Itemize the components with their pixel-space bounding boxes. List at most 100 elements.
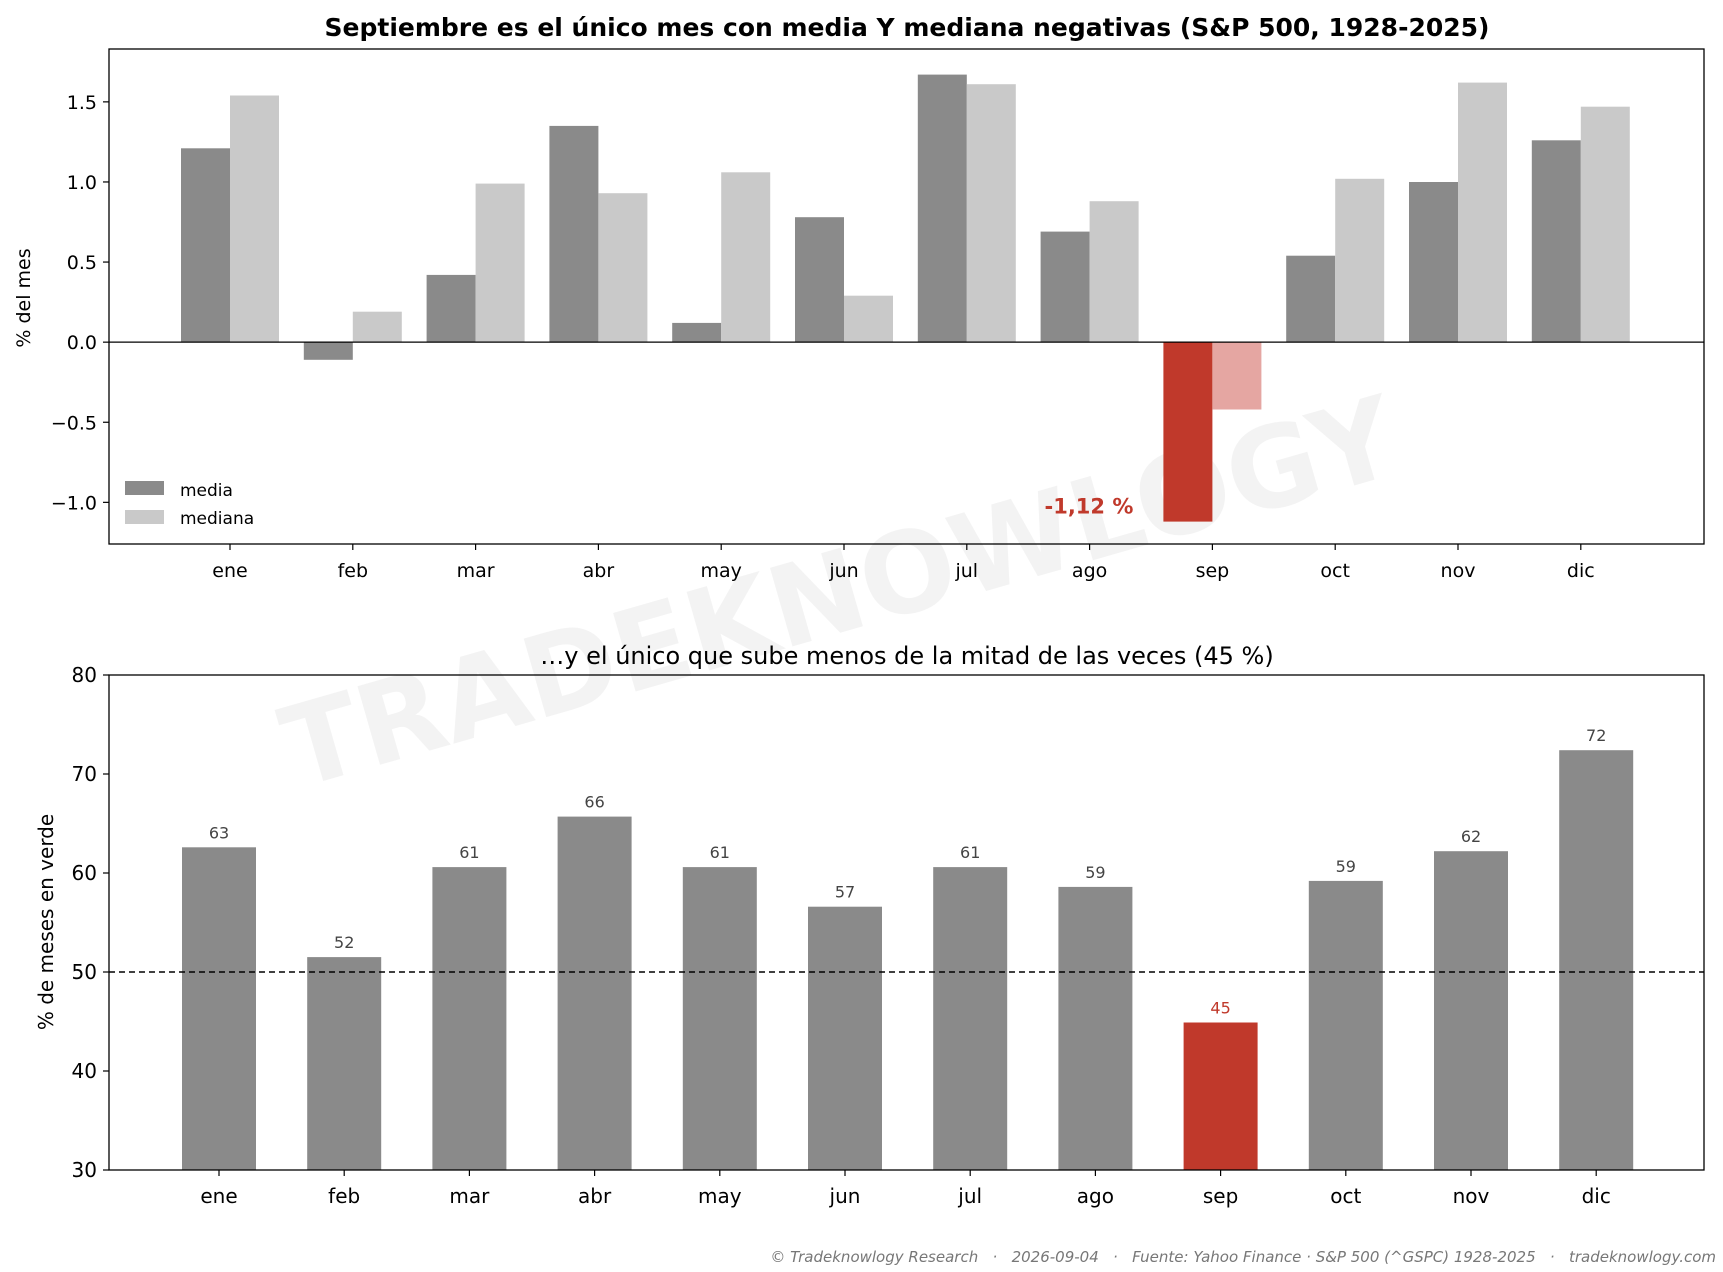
xtick-label-jun: jun [829,1184,861,1208]
bar-verde-jun [808,906,882,1170]
legend-label-media: media [180,481,233,501]
bottom-data-labels: 63 52 61 66 61 57 61 59 45 59 62 72 [209,726,1607,1017]
top-plot-frame [108,48,1705,545]
xtick-label-jun: jun [828,560,858,582]
xtick-label-may: may [700,560,741,582]
bar-mediana-sep [1212,342,1262,410]
legend-swatch-media [125,481,164,495]
xtick-label-mar: mar [457,560,495,582]
xtick-label-jul: jul [957,1184,982,1208]
bar-media-dic [1531,140,1581,343]
bar-mediana-ene [230,95,279,343]
xtick-label-may: may [698,1184,742,1208]
ytick-label: 30 [72,1158,97,1182]
bar-media-sep [1163,342,1213,522]
top-chart: Septiembre es el único mes con media Y m… [13,13,1705,582]
data-label-ago: 59 [1085,863,1105,882]
bar-mediana-ago [1089,201,1139,343]
bar-mediana-abr [598,193,648,343]
bar-verde-jul [933,867,1008,1170]
bar-mediana-jul [966,84,1016,343]
bar-media-jul [917,74,967,343]
data-label-ene: 63 [209,823,229,842]
bottom-plot-frame [108,674,1705,1171]
data-label-nov: 62 [1461,827,1481,846]
ytick-label: −1.0 [51,492,97,514]
bar-mediana-dic [1580,106,1630,343]
bottom-xticks: ene feb mar abr may jun jul ago sep oct nov dic [200,1170,1611,1208]
ytick-label: 0.0 [67,332,97,354]
bar-media-jun [795,217,844,343]
ytick-label: 50 [72,960,97,984]
bar-mediana-mar [475,183,525,343]
bar-media-feb [303,342,353,360]
bar-verde-mar [432,867,507,1170]
xtick-label-ago: ago [1072,560,1107,582]
ytick-label: 80 [72,663,97,687]
data-label-may: 61 [710,843,730,862]
top-yticks: −1.0 −0.5 0.0 0.5 1.0 1.5 [51,92,109,514]
bar-mediana-oct [1335,178,1385,343]
bottom-chart-title: …y el único que sube menos de la mitad d… [540,642,1273,670]
bar-media-may [672,322,722,343]
legend-swatch-mediana [125,510,164,524]
data-label-jul: 61 [960,843,980,862]
data-label-mar: 61 [459,843,479,862]
xtick-label-ago: ago [1077,1184,1114,1208]
ytick-label: −0.5 [51,412,97,434]
xtick-label-dic: dic [1582,1184,1611,1208]
xtick-label-feb: feb [338,560,368,582]
data-label-oct: 59 [1336,857,1356,876]
bar-mediana-nov [1458,82,1507,343]
bar-verde-oct [1308,880,1383,1170]
bar-media-ago [1040,231,1090,343]
ytick-label: 70 [72,762,97,786]
xtick-label-dic: dic [1567,560,1595,582]
top-annotation: -1,12 % [1045,495,1134,519]
legend: media mediana [125,481,254,529]
bar-media-abr [549,125,599,343]
data-label-dic: 72 [1586,726,1606,745]
ytick-label: 60 [72,861,97,885]
xtick-label-jul: jul [954,560,978,582]
bottom-bars [182,750,1634,1170]
top-chart-ylabel: % del mes [13,248,35,347]
data-label-sep: 45 [1210,999,1230,1018]
bar-verde-may [682,867,757,1170]
xtick-label-sep: sep [1203,1184,1238,1208]
top-chart-title: Septiembre es el único mes con media Y m… [325,13,1490,42]
data-label-abr: 66 [584,793,604,812]
bar-mediana-jun [844,295,893,343]
bar-verde-ene [182,847,256,1170]
xtick-label-abr: abr [578,1184,612,1208]
bar-media-nov [1409,182,1458,343]
bar-verde-abr [557,816,632,1170]
bar-verde-nov [1434,851,1508,1170]
bar-media-oct [1286,255,1336,343]
xtick-label-mar: mar [449,1184,490,1208]
bar-verde-sep [1183,1022,1258,1170]
xtick-label-ene: ene [200,1184,237,1208]
xtick-label-ene: ene [212,560,247,582]
xtick-label-nov: nov [1453,1184,1490,1208]
bar-verde-ago [1058,886,1133,1170]
xtick-label-nov: nov [1441,560,1476,582]
xtick-label-abr: abr [583,560,615,582]
bar-verde-feb [307,957,382,1170]
xtick-label-oct: oct [1330,1184,1361,1208]
footer: © Tradeknowlogy Research · 2026-09-04 · … [770,1248,1716,1266]
bar-media-ene [181,148,230,343]
top-bars [181,74,1630,522]
data-label-jun: 57 [835,883,855,902]
xtick-label-oct: oct [1320,560,1350,582]
watermark: TRADEKNOWLOGY [268,372,1412,815]
data-label-feb: 52 [334,933,354,952]
ytick-label: 0.5 [67,252,97,274]
ytick-label: 1.0 [67,172,97,194]
top-xticks: ene feb mar abr may jun jul ago sep oct nov dic [212,544,1595,582]
bar-verde-dic [1559,750,1634,1170]
ytick-label: 1.5 [67,92,97,114]
xtick-label-feb: feb [328,1184,360,1208]
ytick-label: 40 [72,1059,97,1083]
